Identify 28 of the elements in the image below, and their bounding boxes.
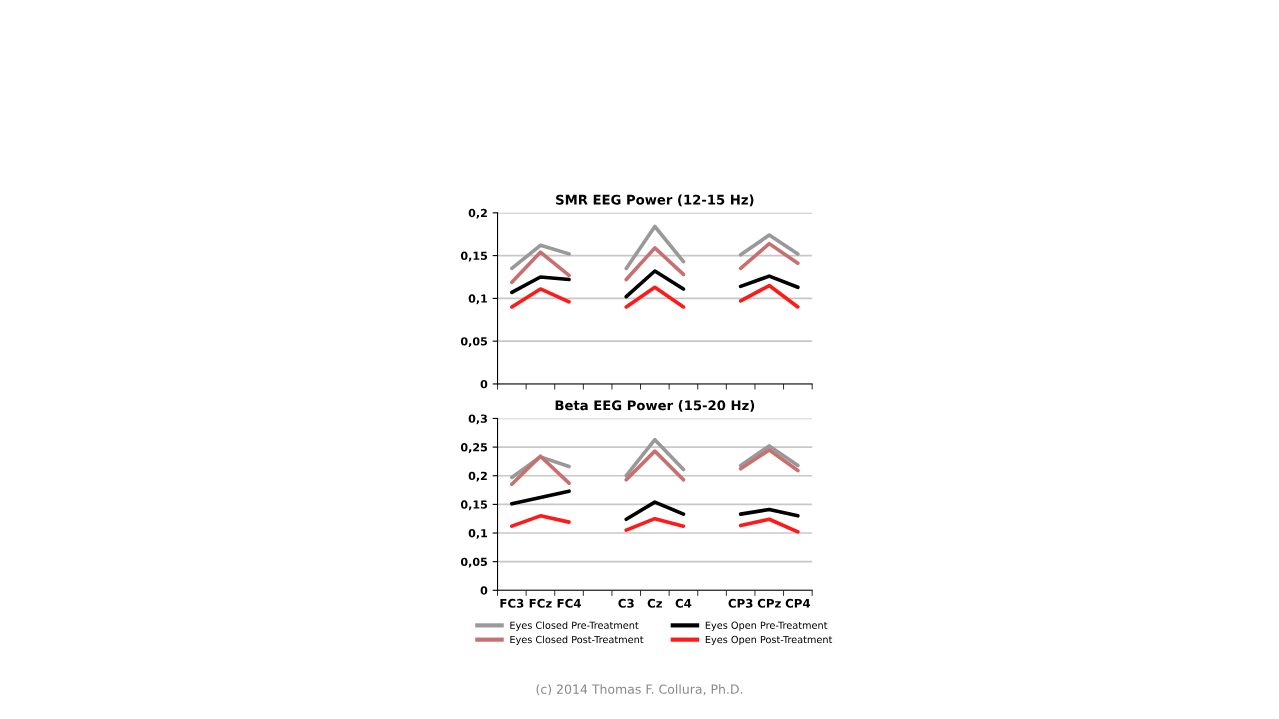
x-tick-label: C3: [618, 598, 634, 608]
y-tick-label: 0,05: [460, 337, 488, 347]
legend-label: Eyes Open Pre-Treatment: [705, 621, 828, 631]
y-tick-label: 0,2: [468, 471, 487, 482]
legend-label: Eyes Closed Post-Treatment: [510, 635, 644, 646]
x-tick-label: FCz: [529, 598, 552, 608]
y-tick-label: 0,1: [468, 528, 488, 539]
legend-label: Eyes Closed Pre-Treatment: [510, 621, 639, 631]
y-tick-label: 0,25: [460, 443, 488, 453]
y-tick-label: 0,3: [468, 414, 487, 425]
y-tick-label: 0,15: [460, 251, 488, 262]
y-tick-label: 0,15: [460, 500, 488, 511]
chart-title: Beta EEG Power (15-20 Hz): [555, 400, 755, 412]
y-tick-label: 0,1: [468, 294, 488, 305]
chart-title: SMR EEG Power (12-15 Hz): [556, 194, 754, 207]
y-tick-label: 0,05: [460, 557, 488, 568]
legend-label: Eyes Open Post-Treatment: [705, 635, 833, 646]
y-tick-label: 0,2: [468, 208, 487, 219]
x-tick-label: C4: [675, 598, 692, 608]
x-tick-label: CP3: [728, 598, 753, 608]
y-tick-label: 0: [480, 379, 488, 389]
x-tick-label: CP4: [785, 598, 811, 608]
text: (c) 2014 Thomas F. Collura, Ph.D.: [536, 684, 743, 696]
y-tick-label: 0: [480, 586, 488, 595]
x-tick-label: CPz: [757, 598, 781, 608]
x-tick-label: FC3: [500, 598, 524, 608]
x-tick-label: FC4: [557, 598, 581, 608]
x-tick-label: Cz: [647, 598, 663, 608]
